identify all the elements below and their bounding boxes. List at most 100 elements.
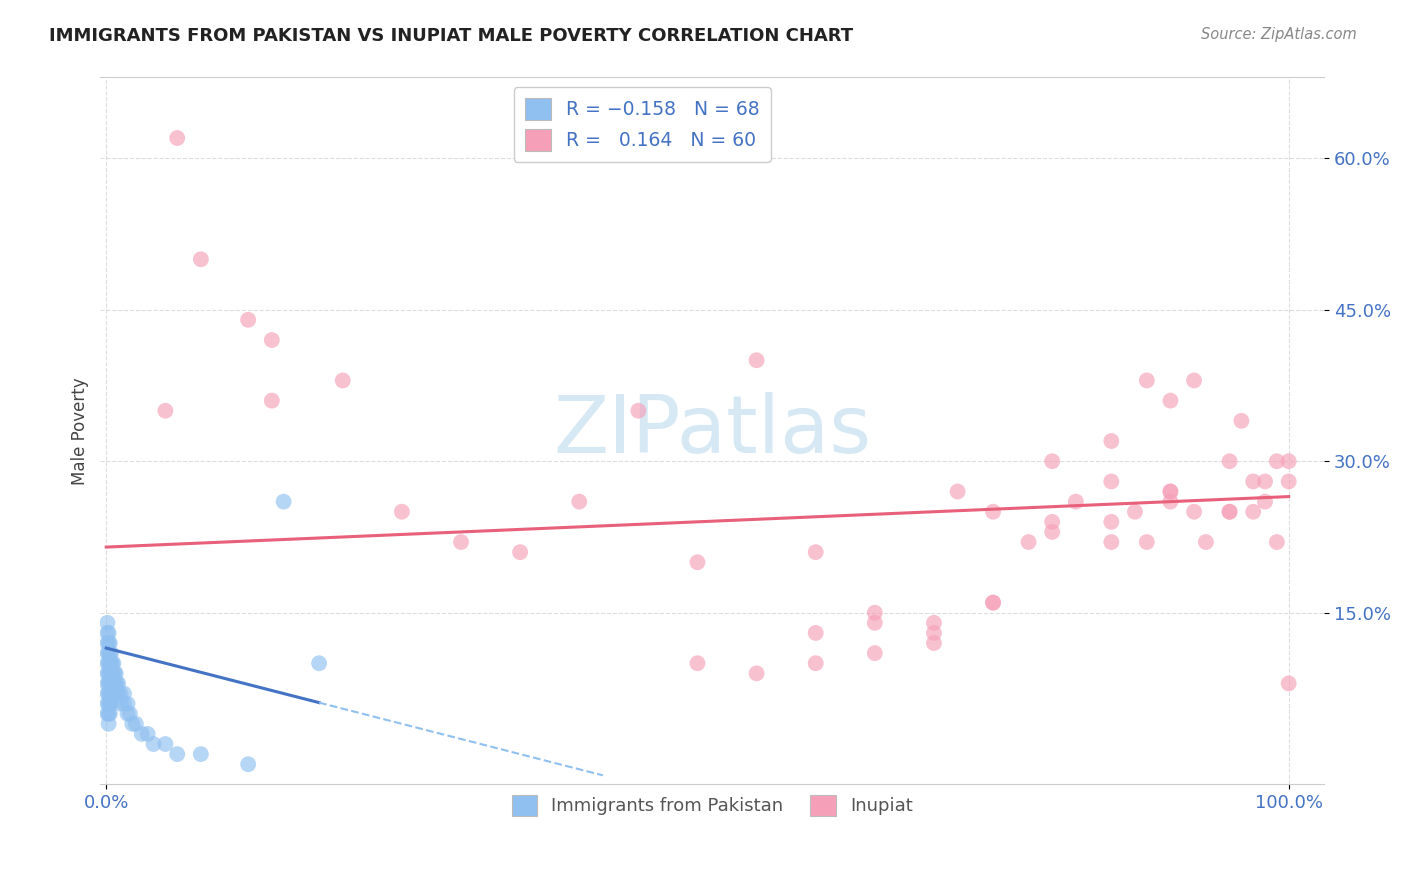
Point: [1040, 515, 1063, 529]
Point: [117, 697, 139, 711]
Point: [100, 666, 122, 681]
Point: [686, 555, 709, 569]
Point: [391, 505, 413, 519]
Point: [142, 737, 165, 751]
Point: [96, 666, 118, 681]
Point: [1099, 434, 1122, 448]
Point: [804, 545, 827, 559]
Point: [104, 666, 127, 681]
Point: [101, 687, 124, 701]
Point: [97, 646, 120, 660]
Point: [308, 657, 330, 671]
Point: [1040, 454, 1063, 468]
Point: [97, 657, 120, 671]
Point: [96, 615, 118, 630]
Point: [1265, 454, 1288, 468]
Point: [804, 626, 827, 640]
Point: [104, 676, 127, 690]
Point: [1195, 535, 1218, 549]
Point: [98, 646, 121, 660]
Point: [1219, 505, 1241, 519]
Point: [1136, 535, 1159, 549]
Point: [863, 615, 886, 630]
Y-axis label: Male Poverty: Male Poverty: [72, 377, 89, 484]
Point: [121, 716, 143, 731]
Point: [1064, 494, 1087, 508]
Text: ZIPatlas: ZIPatlas: [553, 392, 872, 470]
Point: [863, 606, 886, 620]
Text: Source: ZipAtlas.com: Source: ZipAtlas.com: [1201, 27, 1357, 42]
Point: [131, 727, 153, 741]
Point: [1254, 475, 1277, 489]
Point: [100, 657, 122, 671]
Point: [450, 535, 472, 549]
Point: [103, 676, 125, 690]
Point: [745, 666, 768, 681]
Point: [745, 353, 768, 368]
Point: [103, 687, 125, 701]
Point: [96, 676, 118, 690]
Point: [97, 676, 120, 690]
Point: [96, 646, 118, 660]
Point: [1278, 454, 1301, 468]
Point: [166, 747, 188, 761]
Point: [1182, 373, 1205, 387]
Point: [98, 676, 121, 690]
Point: [627, 403, 650, 417]
Point: [96, 697, 118, 711]
Point: [103, 657, 125, 671]
Point: [1241, 505, 1264, 519]
Point: [190, 252, 212, 267]
Point: [922, 636, 945, 650]
Point: [260, 333, 283, 347]
Point: [236, 757, 259, 772]
Point: [105, 676, 128, 690]
Point: [98, 697, 121, 711]
Point: [155, 403, 177, 417]
Point: [236, 313, 259, 327]
Point: [1265, 535, 1288, 549]
Point: [946, 484, 969, 499]
Point: [112, 687, 135, 701]
Point: [190, 747, 212, 761]
Point: [100, 697, 122, 711]
Point: [804, 657, 827, 671]
Point: [110, 697, 132, 711]
Point: [97, 626, 120, 640]
Point: [112, 697, 135, 711]
Point: [332, 373, 354, 387]
Point: [98, 657, 121, 671]
Point: [107, 676, 129, 690]
Point: [103, 676, 125, 690]
Point: [100, 676, 122, 690]
Text: IMMIGRANTS FROM PAKISTAN VS INUPIAT MALE POVERTY CORRELATION CHART: IMMIGRANTS FROM PAKISTAN VS INUPIAT MALE…: [49, 27, 853, 45]
Point: [96, 626, 118, 640]
Point: [1278, 676, 1301, 690]
Point: [125, 716, 148, 731]
Point: [103, 666, 125, 681]
Point: [101, 657, 124, 671]
Point: [155, 737, 177, 751]
Point: [96, 687, 118, 701]
Point: [118, 706, 141, 721]
Point: [110, 687, 132, 701]
Point: [105, 687, 128, 701]
Point: [922, 615, 945, 630]
Point: [97, 636, 120, 650]
Point: [97, 706, 120, 721]
Point: [97, 687, 120, 701]
Point: [97, 716, 120, 731]
Point: [981, 596, 1004, 610]
Point: [981, 505, 1004, 519]
Point: [98, 706, 121, 721]
Point: [1099, 515, 1122, 529]
Point: [686, 657, 709, 671]
Point: [1159, 484, 1181, 499]
Point: [1136, 373, 1159, 387]
Point: [1241, 475, 1264, 489]
Point: [981, 596, 1004, 610]
Point: [97, 697, 120, 711]
Point: [166, 131, 188, 145]
Point: [117, 706, 139, 721]
Point: [1099, 475, 1122, 489]
